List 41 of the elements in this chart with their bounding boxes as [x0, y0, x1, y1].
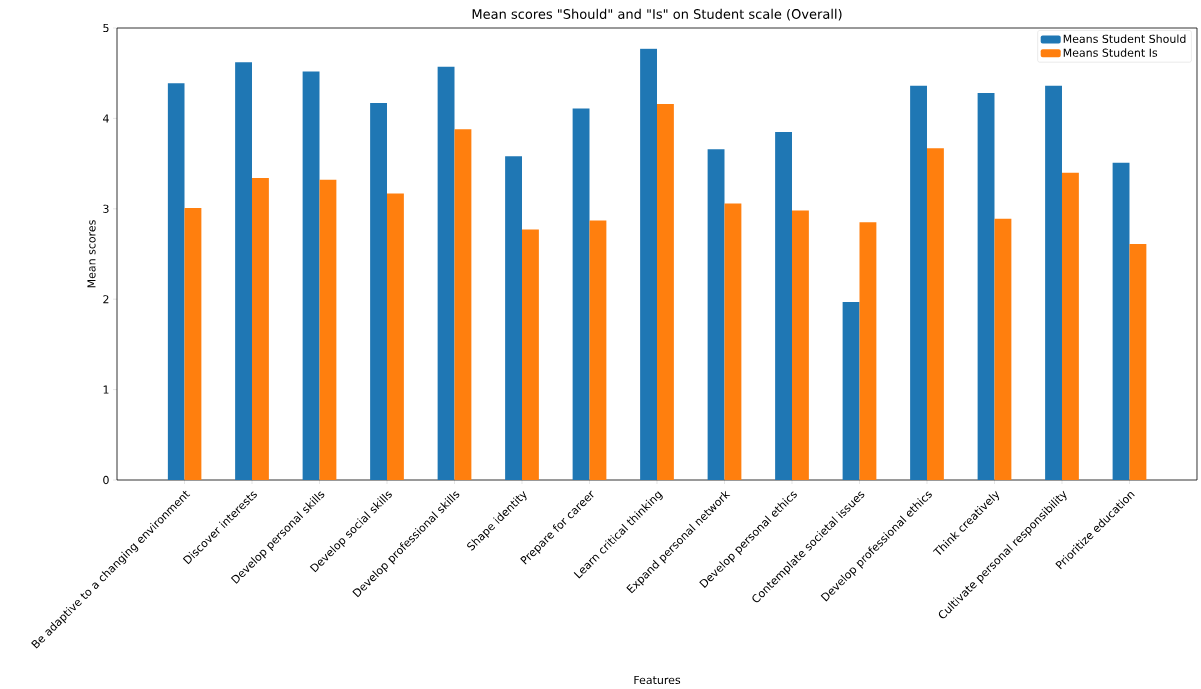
bar	[842, 301, 860, 480]
y-tick-label: 1	[103, 385, 109, 394]
bar	[1061, 172, 1079, 480]
bar	[926, 148, 944, 480]
legend-label: Means Student Should	[1063, 34, 1186, 43]
bar	[994, 218, 1012, 480]
bar	[657, 103, 674, 480]
chart-title: Mean scores "Should" and "Is" on Student scale (Overall)	[472, 8, 842, 21]
bar	[1112, 162, 1130, 480]
bar	[910, 85, 927, 480]
bar	[184, 207, 202, 480]
bar	[370, 103, 387, 480]
bar	[707, 149, 725, 480]
x-axis-title: Features	[634, 675, 681, 685]
bar	[302, 71, 320, 480]
y-tick-label: 5	[103, 23, 109, 33]
bar	[319, 179, 337, 480]
bar	[859, 222, 877, 480]
y-axis-title: Mean scores	[87, 220, 96, 288]
bar	[387, 193, 404, 480]
bar	[977, 93, 995, 480]
bar	[1045, 85, 1062, 480]
y-tick-label: 4	[103, 114, 109, 123]
bar	[724, 203, 742, 480]
bar	[252, 178, 269, 480]
legend-label: Means Student Is	[1063, 48, 1158, 57]
bar	[775, 131, 792, 480]
y-tick-label: 0	[103, 475, 109, 485]
bar	[505, 156, 522, 480]
bar	[792, 210, 809, 480]
bar	[167, 83, 185, 480]
bar	[235, 62, 252, 480]
bar	[589, 220, 607, 480]
bar	[522, 229, 539, 480]
y-tick-label: 3	[103, 204, 109, 213]
bar	[437, 66, 455, 480]
bar	[1129, 244, 1147, 480]
bar	[572, 108, 590, 480]
y-tick-label: 2	[103, 295, 109, 304]
bar	[640, 48, 657, 480]
bar	[454, 129, 472, 480]
